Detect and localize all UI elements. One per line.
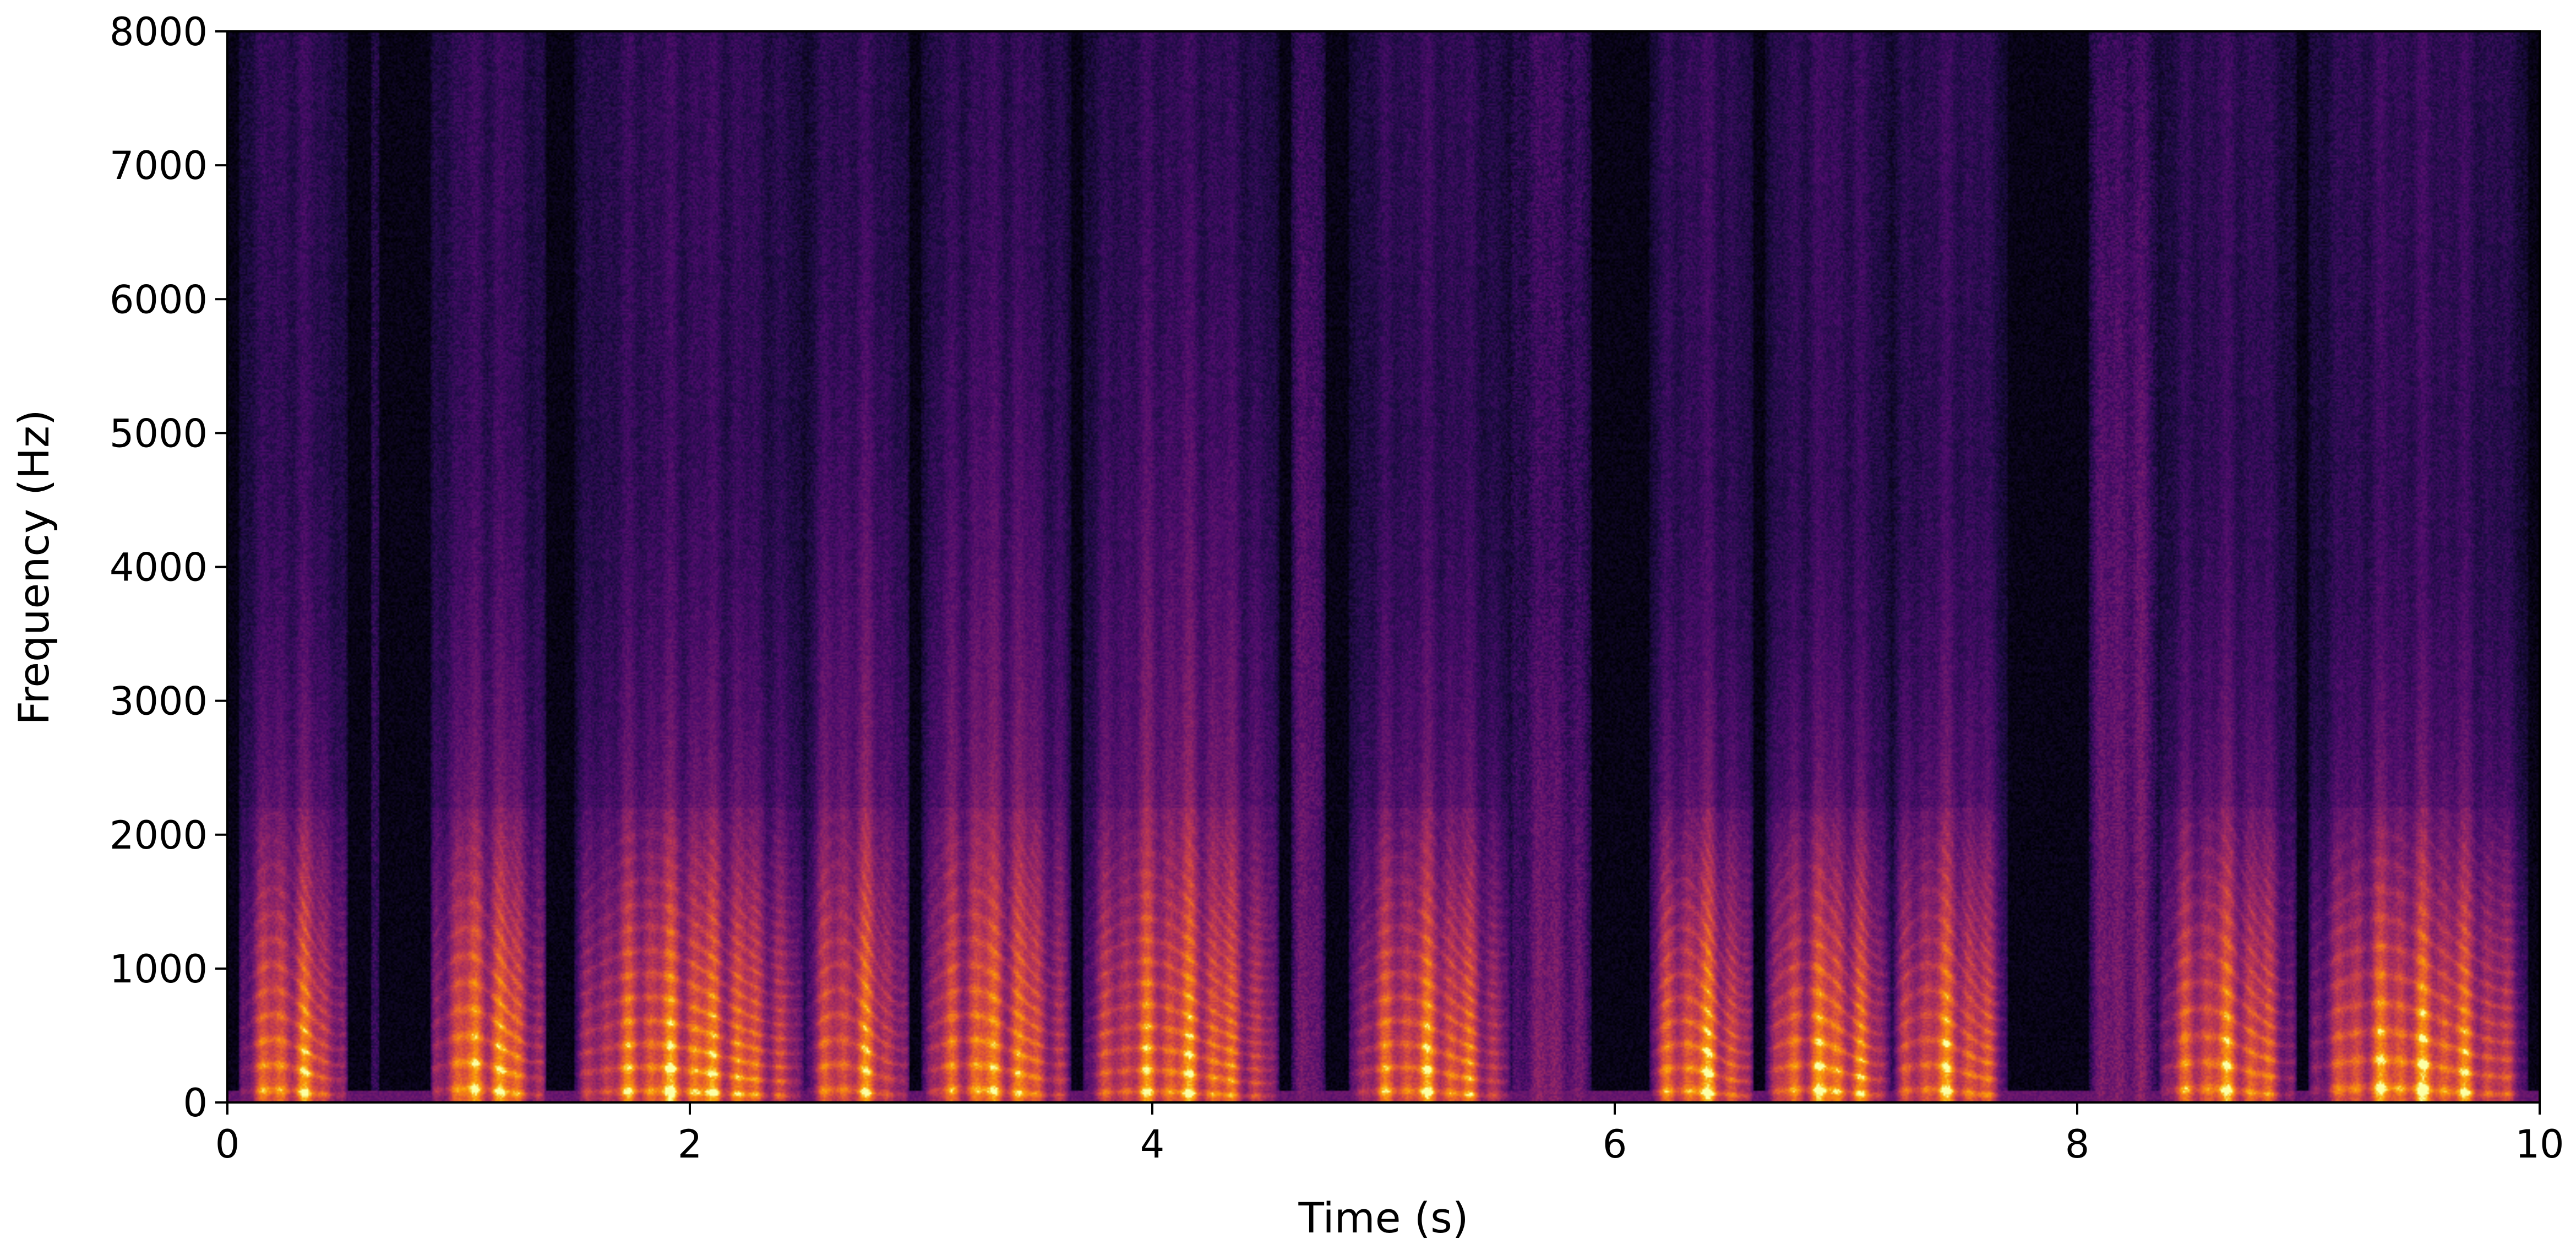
y-tick-label: 8000 — [110, 9, 208, 55]
x-tick-label: 4 — [1140, 1122, 1165, 1167]
y-axis-label: Frequency (Hz) — [9, 409, 58, 725]
x-tick-label: 8 — [2065, 1122, 2090, 1167]
y-tick-label: 7000 — [110, 143, 208, 188]
y-tick-label: 5000 — [110, 411, 208, 456]
spectrogram-heatmap — [227, 31, 2540, 1102]
y-tick-label: 6000 — [110, 277, 208, 322]
y-axis: 0 1000 2000 3000 4000 5000 6000 7000 8000 — [110, 9, 227, 1126]
y-tick-label: 3000 — [110, 679, 208, 724]
x-tick-label: 2 — [678, 1122, 702, 1167]
y-tick-label: 2000 — [110, 813, 208, 858]
y-tick-label: 4000 — [110, 545, 208, 590]
x-axis-label: Time (s) — [1298, 1193, 1468, 1242]
x-tick-label: 10 — [2515, 1122, 2564, 1167]
x-tick-label: 6 — [1603, 1122, 1627, 1167]
y-tick-label: 1000 — [110, 947, 208, 992]
x-tick-label: 0 — [215, 1122, 240, 1167]
x-axis: 0 2 4 6 8 10 — [215, 1102, 2564, 1167]
y-tick-label: 0 — [183, 1080, 208, 1126]
